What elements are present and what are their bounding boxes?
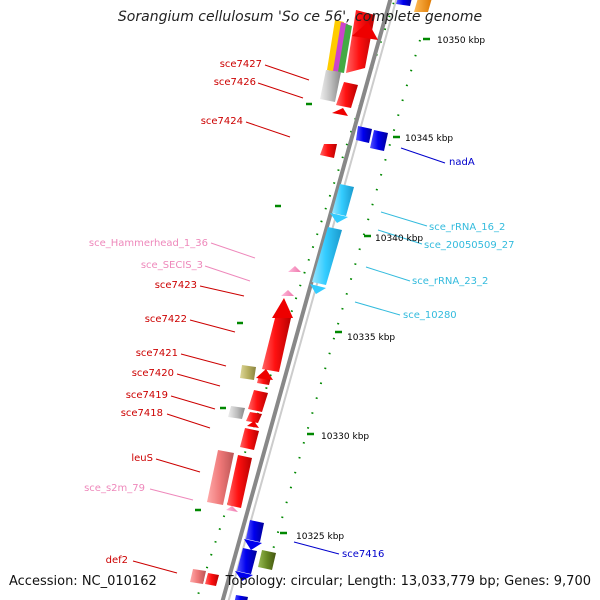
gene-sce-rrna-23-2-head[interactable] bbox=[310, 284, 326, 294]
genome-title: Sorangium cellulosum 'So ce 56', complet… bbox=[117, 9, 483, 25]
gene-nada-a[interactable] bbox=[356, 126, 372, 143]
gene-blue-bottom[interactable] bbox=[234, 595, 248, 600]
outer-scale-track bbox=[195, 0, 396, 600]
reverse-strand-genes bbox=[190, 10, 378, 586]
accession-text: Accession: NC_010162 bbox=[9, 574, 157, 589]
gene-label-nada[interactable]: nadA bbox=[449, 157, 475, 168]
leader-sce-secis-3 bbox=[204, 265, 251, 282]
forward-strand-genes bbox=[234, 0, 432, 600]
gene-label-sce7422[interactable]: sce7422 bbox=[145, 314, 187, 325]
leader-nada bbox=[400, 147, 446, 164]
gene-sce7416[interactable] bbox=[246, 520, 264, 542]
leader-sce7421 bbox=[180, 353, 227, 367]
inner-scale-track bbox=[269, 39, 421, 561]
gene-sce7416-head[interactable] bbox=[244, 539, 262, 550]
gene-label-sce7420[interactable]: sce7420 bbox=[132, 368, 174, 379]
leader-sce7422 bbox=[189, 319, 236, 333]
leader-sce-20050509-27 bbox=[377, 229, 423, 245]
gene-sce-rrna-23-2[interactable] bbox=[312, 227, 342, 285]
leader-sce7423 bbox=[199, 285, 245, 297]
leader-lines bbox=[132, 64, 446, 574]
gene-label-def2[interactable]: def2 bbox=[106, 555, 128, 566]
scale-ticks bbox=[280, 37, 430, 535]
leader-sce7424 bbox=[245, 121, 291, 138]
leader-sce7427 bbox=[264, 64, 310, 81]
gene-label-sce7418[interactable]: sce7418 bbox=[121, 408, 163, 419]
gene-sce7424[interactable] bbox=[320, 144, 337, 158]
gene-label-sce-10280[interactable]: sce_10280 bbox=[403, 310, 457, 321]
genome-backbone-shadow bbox=[227, 0, 398, 600]
gene-sce-rrna-16-2-head[interactable] bbox=[330, 213, 348, 223]
leader-sce-10280 bbox=[354, 301, 401, 316]
gene-label-sce7423[interactable]: sce7423 bbox=[155, 280, 197, 291]
gene-sce7421[interactable] bbox=[240, 365, 256, 380]
scale-label: 10345 kbp bbox=[405, 134, 453, 144]
gene-sce7418-head[interactable] bbox=[247, 421, 259, 428]
gene-label-sce-rrna-16-2[interactable]: sce_rRNA_16_2 bbox=[429, 222, 505, 233]
gene-sce7427-head[interactable] bbox=[352, 22, 378, 40]
minor-ticks bbox=[195, 102, 312, 512]
leader-sce7416 bbox=[293, 541, 340, 555]
gene-gray-small[interactable] bbox=[228, 406, 245, 419]
gene-red-c[interactable] bbox=[240, 428, 259, 450]
leader-sce7420 bbox=[176, 373, 221, 387]
gene-sce-secis-3[interactable] bbox=[281, 290, 294, 296]
gene-label-sce7427[interactable]: sce7427 bbox=[220, 59, 262, 70]
scale-label: 10330 kbp bbox=[321, 432, 369, 442]
gene-green-feature[interactable] bbox=[258, 550, 276, 570]
leader-def2 bbox=[132, 560, 178, 574]
gene-label-sce-20050509-27[interactable]: sce_20050509_27 bbox=[424, 240, 514, 251]
gene-sce-s2m-79[interactable] bbox=[226, 506, 238, 512]
leader-sce-s2m-79 bbox=[149, 488, 194, 501]
gene-sce7422[interactable] bbox=[262, 318, 291, 372]
gene-label-sce7421[interactable]: sce7421 bbox=[136, 348, 178, 359]
scale-label: 10340 kbp bbox=[375, 234, 423, 244]
gene-label-sce7426[interactable]: sce7426 bbox=[214, 77, 256, 88]
gene-sce7420-head[interactable] bbox=[256, 369, 273, 380]
gene-label-sce7424[interactable]: sce7424 bbox=[201, 116, 243, 127]
leader-sce7418 bbox=[166, 413, 211, 429]
gene-sce7426-head[interactable] bbox=[332, 108, 348, 116]
gene-label-sce7416[interactable]: sce7416 bbox=[342, 549, 384, 560]
gene-blue-c[interactable] bbox=[237, 548, 257, 574]
scale-label: 10325 kbp bbox=[296, 532, 344, 542]
leader-sce7419 bbox=[170, 395, 216, 410]
gene-red-d[interactable] bbox=[227, 455, 252, 508]
gene-def2-red[interactable] bbox=[205, 573, 219, 586]
gene-nada[interactable] bbox=[370, 130, 388, 151]
leader-sce-hammerhead-1-36 bbox=[210, 242, 256, 259]
gene-gray-feature[interactable] bbox=[320, 70, 341, 102]
gene-sce-rrna-16-2[interactable] bbox=[332, 184, 354, 216]
gene-def2[interactable] bbox=[190, 569, 206, 584]
scale-label: 10350 kbp bbox=[437, 36, 485, 46]
gene-sce7418[interactable] bbox=[246, 412, 262, 423]
gene-sce7419[interactable] bbox=[248, 390, 268, 412]
leader-sce-rrna-23-2 bbox=[365, 266, 411, 282]
leader-leus bbox=[155, 458, 201, 473]
gene-orange-feature[interactable] bbox=[414, 0, 432, 12]
gene-sce7423-head[interactable] bbox=[272, 298, 293, 318]
leader-sce7426 bbox=[257, 82, 304, 99]
gene-label-sce-secis-3[interactable]: sce_SECIS_3 bbox=[141, 260, 203, 271]
gene-label-sce-s2m-79[interactable]: sce_s2m_79 bbox=[84, 483, 145, 494]
genome-backbone bbox=[220, 0, 393, 600]
gene-label-leus[interactable]: leuS bbox=[131, 453, 153, 464]
leader-sce-rrna-16-2 bbox=[380, 211, 428, 227]
gene-label-sce-hammerhead-1-36[interactable]: sce_Hammerhead_1_36 bbox=[89, 238, 208, 249]
gene-leus[interactable] bbox=[207, 450, 234, 505]
gene-label-sce7419[interactable]: sce7419 bbox=[126, 390, 168, 401]
gene-blue-c-head[interactable] bbox=[235, 571, 253, 581]
genome-summary-text: Topology: circular; Length: 13,033,779 b… bbox=[225, 574, 591, 589]
gene-feature[interactable] bbox=[338, 24, 352, 73]
scale-label: 10335 kbp bbox=[347, 333, 395, 343]
gene-sce7426[interactable] bbox=[336, 82, 358, 108]
gene-label-sce-rrna-23-2[interactable]: sce_rRNA_23_2 bbox=[412, 276, 488, 287]
gene-blue-top[interactable] bbox=[396, 0, 412, 6]
gene-sce-hammerhead-1-36[interactable] bbox=[288, 266, 301, 272]
